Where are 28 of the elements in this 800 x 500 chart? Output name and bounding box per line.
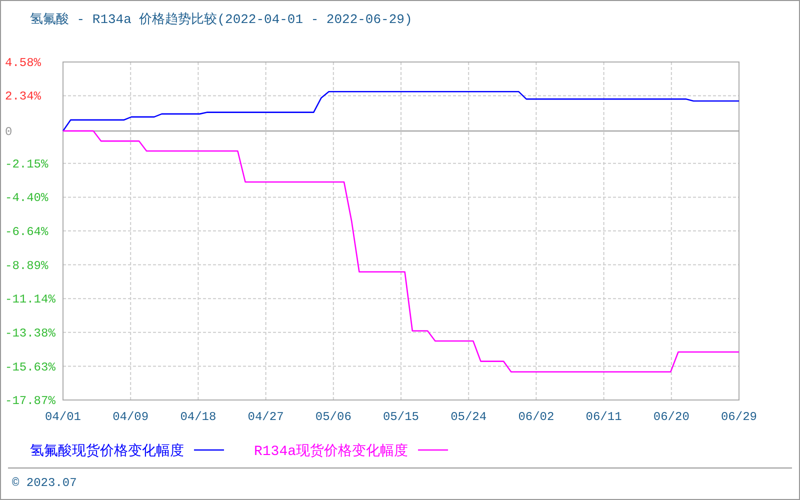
x-tick-label: 05/24 [450, 410, 487, 424]
y-tick-label: -13.38% [5, 326, 56, 340]
y-tick-label: -17.87% [5, 394, 56, 408]
y-tick-label: -2.15% [5, 157, 50, 172]
legend-label: R134a现货价格变化幅度 [254, 443, 408, 460]
x-tick-label: 05/15 [382, 410, 420, 424]
x-tick-label: 04/01 [44, 410, 82, 424]
line-series [62, 130, 740, 372]
y-tick-label: -4.40% [5, 191, 50, 206]
legend-label: 氢氟酸现货价格变化幅度 [30, 443, 184, 460]
x-tick-label: 06/20 [653, 410, 690, 424]
x-tick-label: 06/11 [586, 410, 622, 424]
x-tick-label: 05/06 [315, 410, 352, 424]
x-tick-label: 06/29 [720, 410, 758, 424]
chart-title: 氢氟酸 - R134a 价格趋势比较(2022-04-01 - 2022-06-29) [30, 12, 412, 27]
y-tick-label: 2.34% [5, 90, 42, 104]
x-tick-label: 04/09 [112, 410, 149, 424]
x-tick-label: 06/02 [518, 410, 554, 424]
y-tick-label: 4.58% [5, 56, 42, 70]
y-tick-label: -8.89% [5, 258, 50, 273]
x-tick-label: 04/27 [248, 410, 284, 424]
text: © 2023.07 [12, 476, 77, 490]
ref-line-label: 0 [5, 124, 12, 139]
y-tick-label: -11.14% [5, 292, 56, 307]
y-tick-label: -6.64% [5, 224, 50, 239]
line-series [62, 91, 740, 132]
x-tick-label: 04/18 [180, 410, 216, 424]
y-tick-label: -15.63% [5, 360, 56, 374]
